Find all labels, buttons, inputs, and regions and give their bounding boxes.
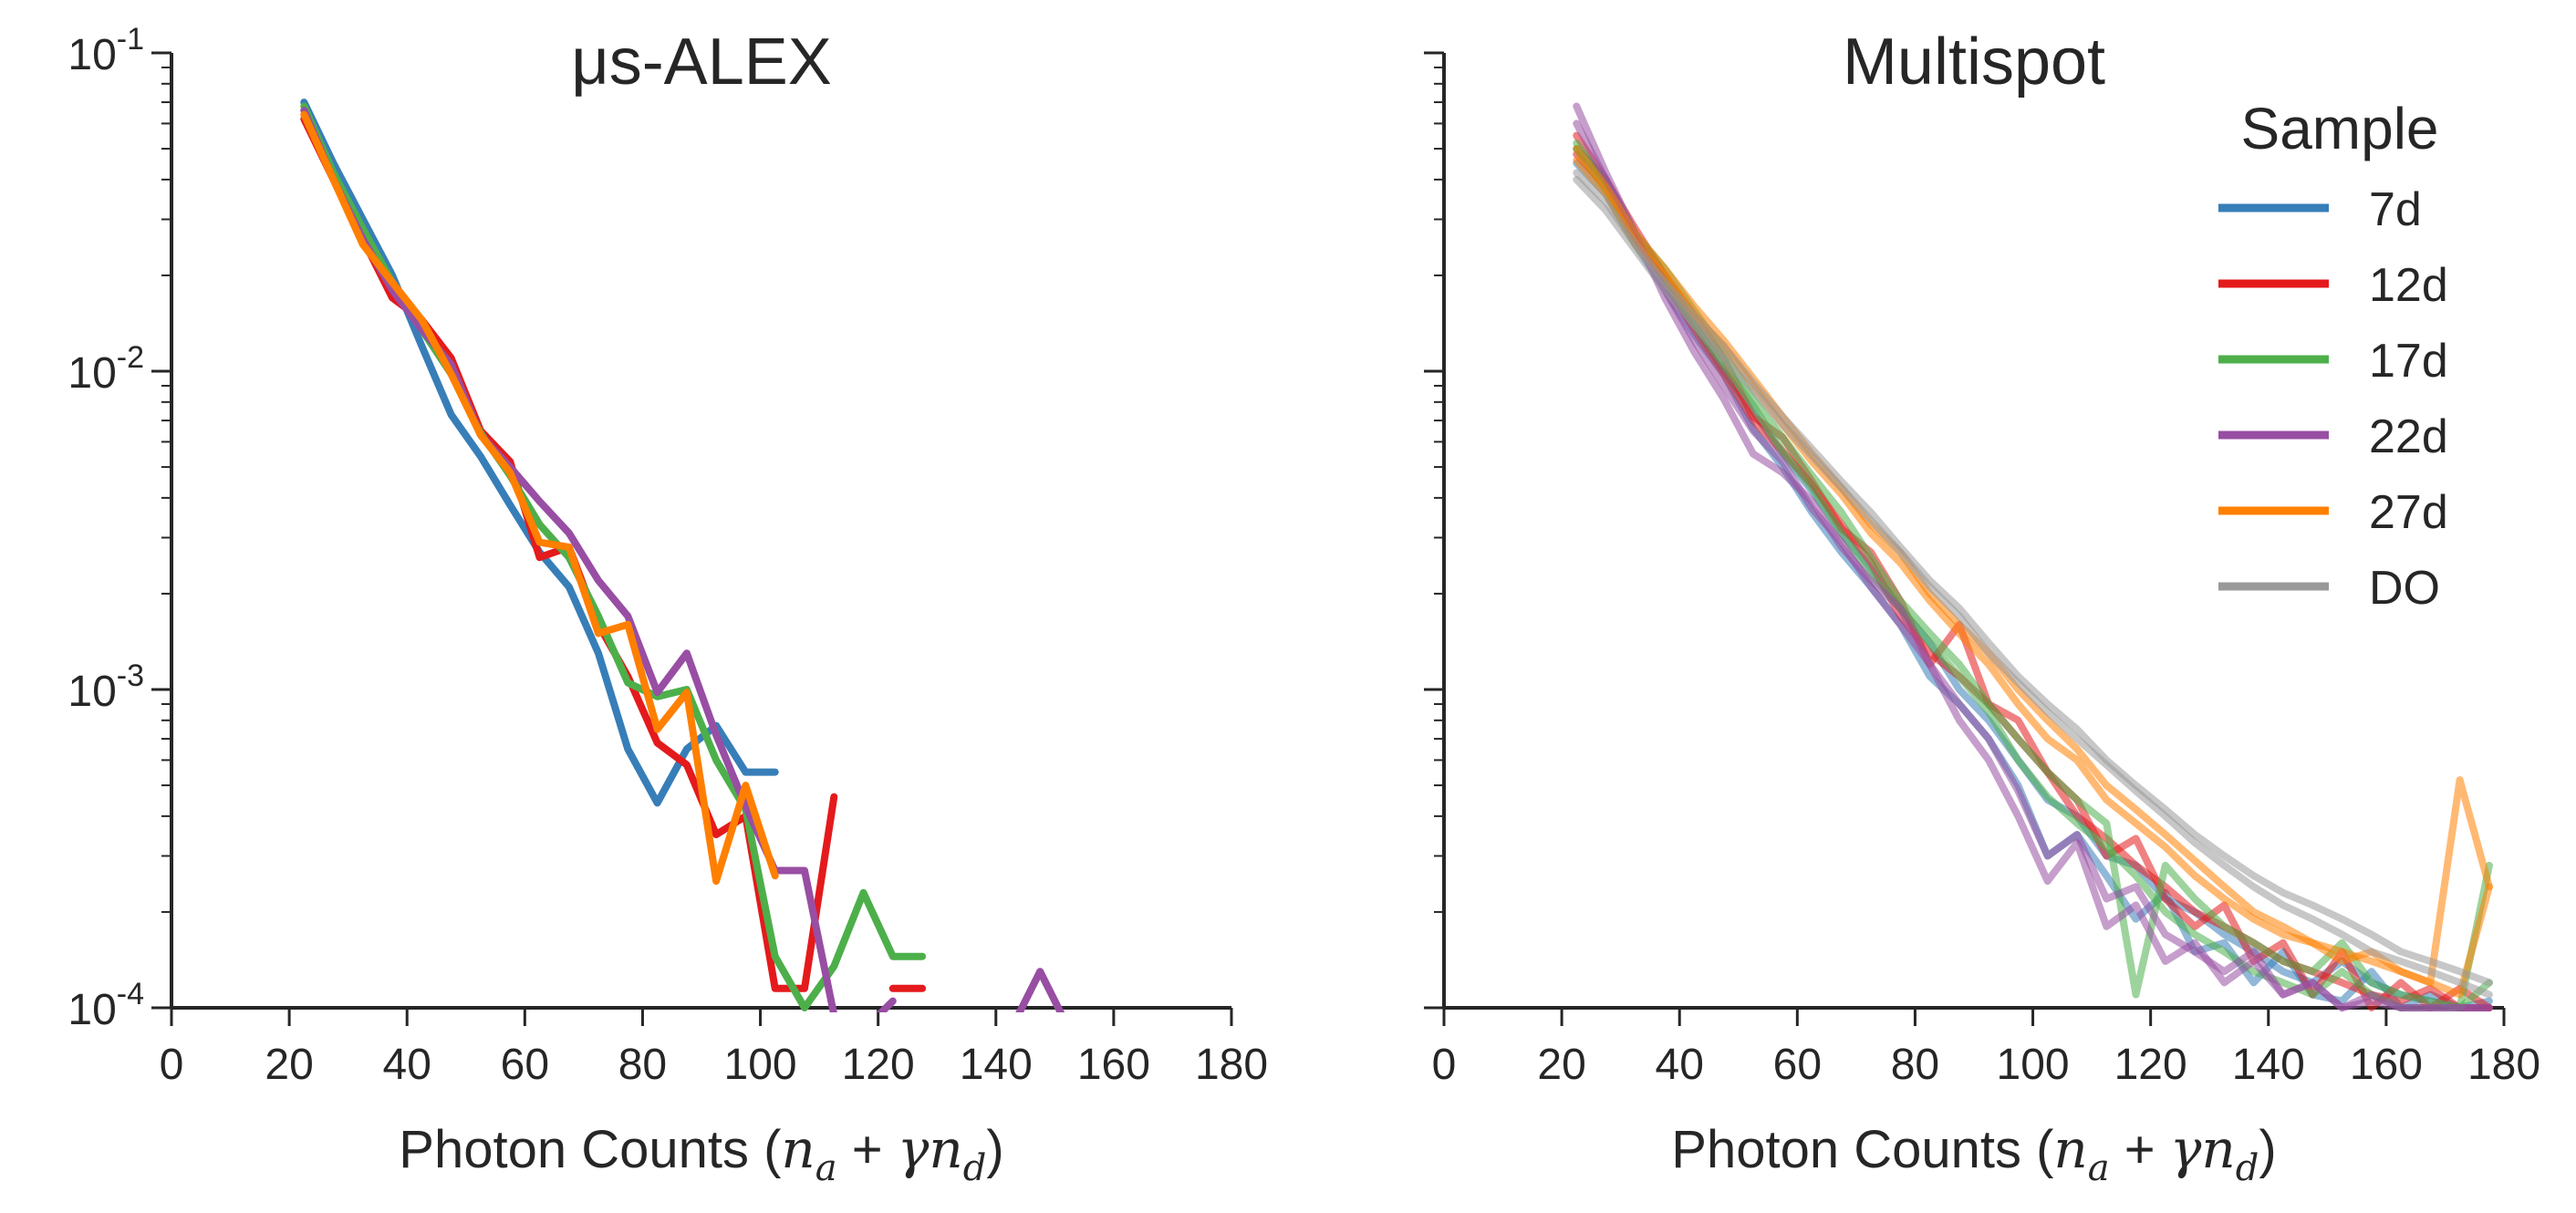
x-tick-label: 140	[960, 1041, 1033, 1089]
series-line-7d	[1573, 160, 2493, 1011]
x-tick-label: 20	[265, 1041, 313, 1089]
x-tick-label: 80	[1891, 1041, 1939, 1089]
x-axis-label-op: +	[2110, 1120, 2170, 1179]
series-line-17d	[1573, 145, 2493, 1011]
y-tick-exponent: -4	[117, 977, 144, 1011]
series-line-12d	[1573, 150, 2493, 1011]
panel-left: 0 20 40 60 80 100 120 140 160 18010-110-210-310-4…	[68, 22, 1268, 1189]
y-tick-exponent: -3	[117, 658, 144, 693]
x-tick-label: 0	[160, 1041, 184, 1089]
series-line-DO	[1573, 169, 2493, 987]
x-axis-label-paren: )	[986, 1120, 1003, 1179]
y-tick-label: 10-1	[68, 22, 144, 79]
x-axis-label-var: n	[2053, 1118, 2087, 1180]
x-axis-label-text: Photon Counts	[1671, 1120, 2021, 1179]
legend-label: 27d	[2369, 486, 2448, 539]
y-tick-exponent: -1	[117, 22, 144, 57]
x-axis-label-var: n	[2201, 1118, 2235, 1180]
x-tick-label: 140	[2232, 1041, 2305, 1089]
x-axis-label-sub: d	[963, 1147, 987, 1189]
y-tick-base: 10	[68, 349, 116, 398]
x-tick-label: 120	[842, 1041, 915, 1089]
x-tick-label: 60	[501, 1041, 549, 1089]
legend-label: 7d	[2369, 183, 2422, 236]
x-tick-label: 100	[724, 1041, 797, 1089]
y-tick-label: 10-3	[68, 658, 144, 716]
series-line-DO	[1573, 175, 2493, 999]
y-tick-base: 10	[68, 31, 116, 79]
legend-title: Sample	[2241, 96, 2439, 161]
x-axis-label-text: Photon Counts	[399, 1120, 749, 1179]
x-tick-label: 100	[1997, 1041, 2070, 1089]
x-axis-label-op: +	[837, 1120, 898, 1179]
chart-title: μs-ALEX	[571, 26, 832, 98]
series-line-27d	[1573, 145, 2493, 999]
x-tick-label: 80	[618, 1041, 667, 1089]
x-tick-label: 40	[1656, 1041, 1704, 1089]
x-axis-label-var: γ	[2170, 1118, 2202, 1180]
series-line-22d	[300, 107, 1065, 1012]
x-tick-label: 120	[2114, 1041, 2187, 1089]
series-group	[1573, 102, 2493, 1011]
y-tick-label: 10-4	[68, 977, 144, 1034]
y-tick-exponent: -2	[117, 340, 144, 375]
legend-label: 12d	[2369, 259, 2448, 312]
x-tick-label: 20	[1537, 1041, 1585, 1089]
x-axis-label-sub: d	[2236, 1147, 2259, 1189]
x-axis-label-paren: (	[2021, 1120, 2053, 1179]
x-axis-label-paren: )	[2259, 1120, 2276, 1179]
x-tick-label: 40	[383, 1041, 431, 1089]
x-axis-label-var: n	[781, 1118, 815, 1180]
y-tick-base: 10	[68, 986, 116, 1034]
x-axis-label: Photon Counts (na + γnd)	[399, 1118, 1003, 1189]
x-tick-label: 160	[1077, 1041, 1150, 1089]
x-axis-label-var: n	[929, 1118, 962, 1180]
panel-right: 0 20 40 60 80 100 120 140 160 180 Multispot Photon …	[1424, 26, 2540, 1189]
series-line-27d	[300, 110, 779, 886]
legend-label: 17d	[2369, 335, 2448, 388]
x-axis-label-var: γ	[898, 1118, 930, 1180]
series-group	[300, 98, 1065, 1012]
y-tick-label: 10-2	[68, 340, 144, 398]
series-line-22d	[1573, 119, 2493, 1011]
x-tick-label: 160	[2350, 1041, 2423, 1089]
series-line-12d	[1573, 131, 2493, 1011]
x-axis-label-sub: a	[815, 1147, 837, 1189]
x-tick-label: 180	[1195, 1041, 1268, 1089]
series-line-22d	[1573, 102, 2493, 1011]
y-tick-base: 10	[68, 668, 116, 716]
series-line-17d	[1573, 140, 2493, 1011]
x-tick-label: 0	[1432, 1041, 1457, 1089]
x-axis-label-sub: a	[2088, 1147, 2110, 1189]
x-axis-label-paren: (	[749, 1120, 781, 1179]
series-line-27d	[1573, 156, 2493, 987]
x-axis-label: Photon Counts (na + γnd)	[1671, 1118, 2276, 1189]
legend: Sample 7d 12d 17d 22d 27d DO	[2218, 96, 2448, 615]
series-line-17d	[300, 102, 927, 1011]
series-line-7d	[1573, 145, 2493, 1011]
legend-label: 22d	[2369, 410, 2448, 463]
legend-label: DO	[2369, 562, 2440, 615]
chart-title: Multispot	[1843, 26, 2105, 98]
x-tick-label: 60	[1773, 1041, 1822, 1089]
x-tick-label: 180	[2467, 1041, 2540, 1089]
